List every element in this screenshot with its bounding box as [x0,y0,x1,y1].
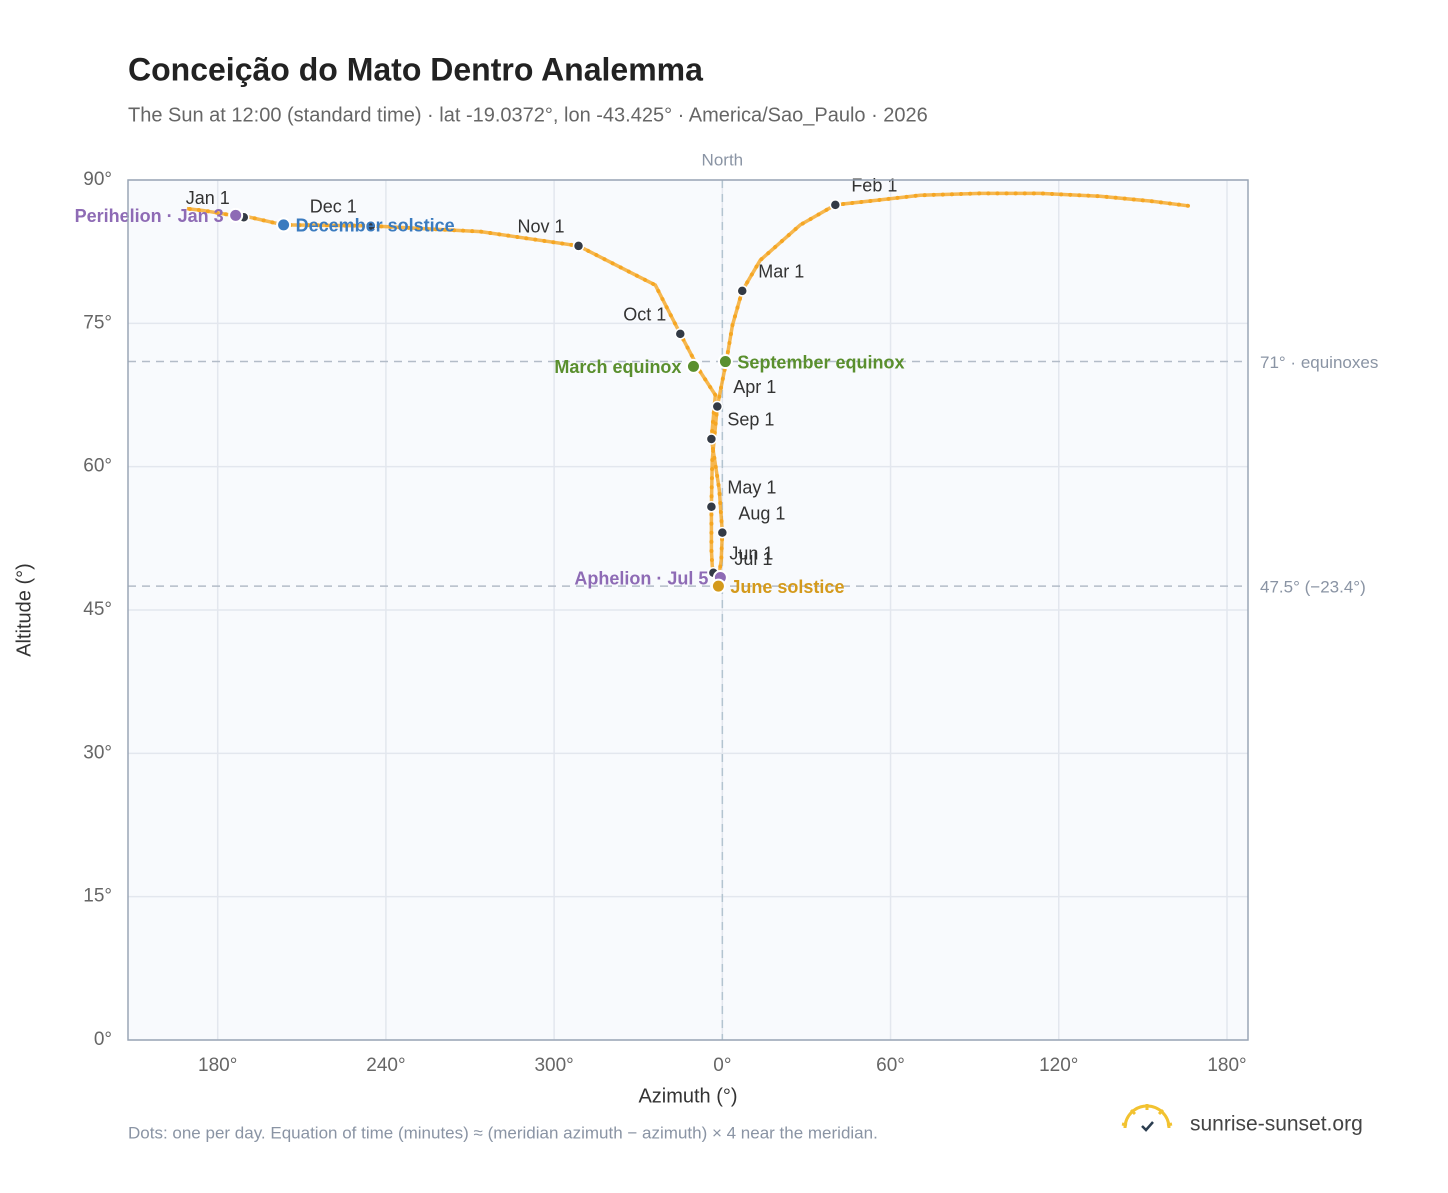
month-marker [736,285,748,297]
y-tick-label: 60° [83,456,112,477]
chart-subtitle: The Sun at 12:00 (standard time) · lat -… [128,104,928,126]
brand-logo [1121,1104,1173,1132]
event-marker [717,354,733,370]
y-tick-label: 90° [83,169,112,190]
plot-frame [127,179,1249,1041]
month-label: May 1 [727,478,776,498]
x-tick-label: 300° [534,1055,573,1076]
event-label: Aphelion · Jul 5 [574,568,708,588]
event-label: December solstice [296,216,455,236]
event-marker [710,578,726,594]
event-marker [685,358,701,374]
event-marker [228,207,244,223]
month-marker [365,220,377,232]
meridian-label: North [702,150,744,169]
event-label: June solstice [730,577,844,597]
month-marker [572,240,585,252]
brand: sunrise-sunset.org [1190,1113,1363,1136]
x-tick-label: 120° [1039,1055,1078,1076]
reference-label: 71° · equinoxes [1260,353,1378,372]
month-marker [829,199,842,211]
month-marker [705,433,718,445]
month-label: Feb 1 [851,176,897,196]
x-tick-label: 60° [876,1055,905,1076]
x-tick-label: 0° [713,1055,731,1076]
chart-title: Conceição do Mato Dentro Analemma [128,51,703,87]
event-marker [276,217,292,233]
month-label: Jul 1 [734,549,772,569]
footnote: Dots: one per day. Equation of time (min… [128,1123,878,1142]
x-tick-label: 180° [1207,1055,1246,1076]
month-label: Oct 1 [623,305,666,325]
month-marker [705,501,718,513]
month-label: Nov 1 [517,217,564,237]
y-tick-label: 30° [83,742,112,763]
y-tick-label: 75° [83,312,112,333]
event-label: March equinox [554,357,681,377]
month-marker [716,526,729,539]
analemma-trace [245,191,1189,584]
y-axis-label: Altitude (°) [13,563,35,657]
month-label: Jan 1 [186,188,230,208]
reference-label: 47.5° (−23.4°) [1260,578,1366,597]
x-tick-label: 180° [198,1055,237,1076]
month-label: Apr 1 [733,377,776,397]
month-label: Mar 1 [758,262,804,282]
x-tick-label: 240° [366,1055,405,1076]
month-label: Aug 1 [738,503,785,523]
month-marker [674,328,687,340]
x-axis-label: Azimuth (°) [638,1085,737,1107]
event-label: September equinox [737,352,904,372]
y-tick-label: 0° [94,1029,112,1050]
y-tick-label: 45° [83,599,112,620]
event-label: Perihelion · Jan 3 [75,206,224,226]
month-label: Sep 1 [727,410,774,430]
month-marker [711,400,724,413]
month-label: Jun 1 [729,543,773,563]
y-tick-label: 15° [83,886,112,907]
month-label: Dec 1 [310,197,357,217]
